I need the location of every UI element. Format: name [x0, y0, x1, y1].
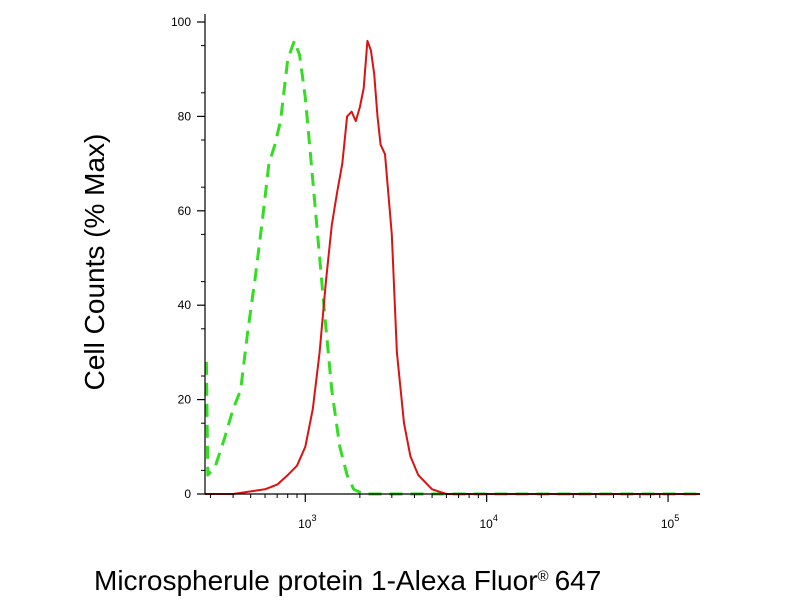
y-tick-label: 40 — [178, 298, 192, 312]
x-tick-label: 104 — [479, 513, 497, 531]
x-axis-title: Microspherule protein 1-Alexa Fluor® 647 — [94, 565, 601, 596]
x-tick-label: 105 — [661, 513, 679, 531]
series-2-line — [205, 39, 700, 495]
axis-layer — [204, 14, 700, 495]
x-tick-exponent: 4 — [493, 513, 498, 523]
y-tick-label: 80 — [178, 109, 192, 123]
x-tick-label: 103 — [298, 513, 316, 531]
x-axis-title-suffix: 647 — [555, 565, 602, 596]
y-tick-label: 100 — [171, 15, 191, 29]
series-1-line — [204, 39, 700, 496]
y-axis-title: Cell Counts (% Max) — [79, 134, 110, 391]
x-tick-base: 10 — [479, 517, 493, 531]
y-tick-label: 20 — [178, 393, 192, 407]
y-tick-label: 60 — [178, 204, 192, 218]
series-layer — [204, 39, 700, 496]
x-tick-exponent: 5 — [674, 513, 679, 523]
x-tick-base: 10 — [661, 517, 675, 531]
x-axis-title-main: Microspherule protein 1-Alexa Fluor — [94, 565, 538, 596]
x-tick-exponent: 3 — [311, 513, 316, 523]
x-tick-base: 10 — [298, 517, 312, 531]
y-tick-label: 0 — [184, 487, 191, 501]
x-axis-title-symbol: ® — [538, 568, 549, 585]
